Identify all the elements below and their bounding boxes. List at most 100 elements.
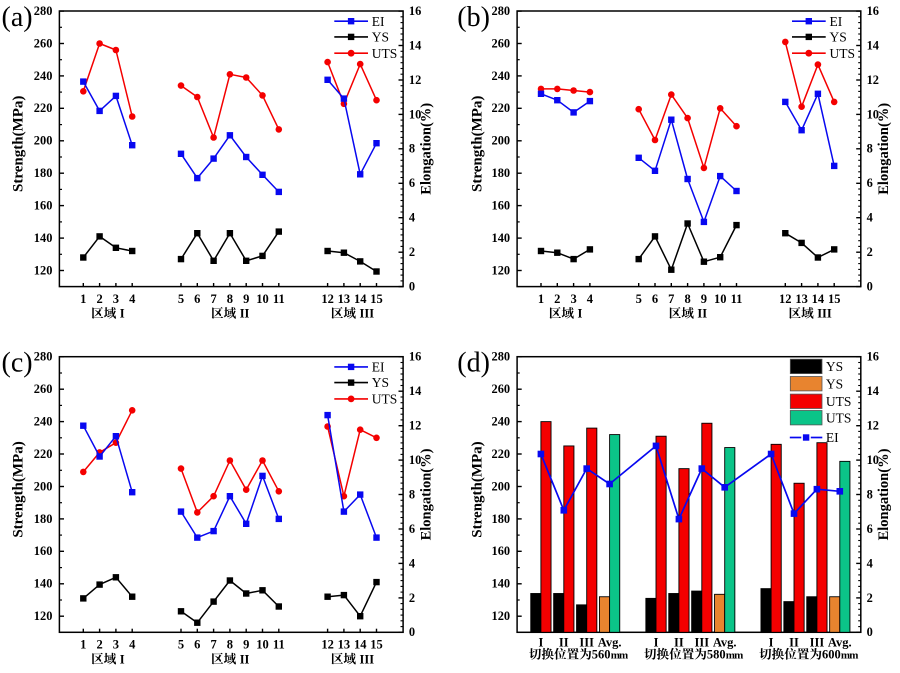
svg-text:Avg.: Avg. [713,636,737,650]
svg-text:4: 4 [867,211,873,225]
svg-text:160: 160 [34,544,53,558]
svg-text:I: I [120,652,125,666]
svg-text:4: 4 [867,556,873,570]
svg-text:560: 560 [592,648,611,662]
svg-text:10: 10 [409,453,421,467]
svg-text:12: 12 [867,419,879,433]
svg-text:14: 14 [812,292,825,306]
svg-text:15: 15 [370,638,383,652]
svg-text:580: 580 [707,648,726,662]
svg-text:120: 120 [492,263,511,277]
svg-text:15: 15 [370,292,383,306]
svg-text:UTS: UTS [372,46,398,61]
svg-text:Elongation(%): Elongation(%) [419,103,435,195]
svg-text:240: 240 [34,69,53,83]
svg-text:0: 0 [409,625,415,639]
svg-text:1: 1 [80,292,86,306]
svg-text:EI: EI [372,14,385,29]
svg-text:6: 6 [409,522,415,536]
svg-text:200: 200 [492,134,511,148]
svg-text:220: 220 [34,101,53,115]
svg-text:6: 6 [652,292,658,306]
svg-text:8: 8 [227,292,233,306]
svg-text:III: III [360,307,375,321]
svg-text:3: 3 [113,292,119,306]
svg-text:I: I [769,636,774,650]
svg-text:200: 200 [34,479,53,493]
svg-text:14: 14 [867,38,879,52]
svg-text:11: 11 [273,292,285,306]
svg-text:13: 13 [795,292,808,306]
svg-text:4: 4 [129,638,136,652]
svg-text:280: 280 [34,350,53,364]
svg-text:II: II [789,636,799,650]
svg-text:180: 180 [34,166,53,180]
svg-text:10: 10 [714,292,727,306]
svg-text:11: 11 [731,292,743,306]
svg-text:Elongation(%): Elongation(%) [419,448,435,540]
svg-text:180: 180 [492,166,511,180]
svg-text:120: 120 [492,609,511,623]
svg-text:14: 14 [867,384,879,398]
svg-text:260: 260 [34,382,53,396]
svg-text:III: III [695,636,710,650]
svg-text:UTS: UTS [830,46,856,61]
svg-text:4: 4 [587,292,594,306]
svg-text:16: 16 [409,350,421,364]
svg-text:14: 14 [354,292,367,306]
svg-text:2: 2 [554,292,560,306]
svg-text:4: 4 [129,292,136,306]
svg-text:6: 6 [867,176,873,190]
svg-text:UTS: UTS [826,410,852,425]
svg-text:6: 6 [194,638,200,652]
svg-text:280: 280 [492,350,511,364]
svg-text:120: 120 [34,263,53,277]
svg-text:280: 280 [492,4,511,18]
svg-text:140: 140 [34,577,53,591]
svg-text:II: II [674,636,684,650]
svg-text:(d): (d) [457,348,490,379]
svg-text:mm: mm [841,650,858,662]
svg-text:10: 10 [867,453,879,467]
svg-text:EI: EI [372,360,385,375]
svg-text:2: 2 [96,292,102,306]
svg-text:8: 8 [409,487,415,501]
svg-text:10: 10 [256,638,269,652]
svg-text:240: 240 [492,415,511,429]
svg-text:III: III [810,636,825,650]
svg-text:260: 260 [492,382,511,396]
svg-text:180: 180 [34,512,53,526]
svg-text:(a): (a) [2,2,33,33]
svg-text:II: II [559,636,569,650]
svg-text:14: 14 [354,638,367,652]
svg-text:UTS: UTS [372,392,398,407]
svg-text:II: II [240,307,250,321]
svg-text:0: 0 [867,625,873,639]
svg-text:II: II [697,307,707,321]
svg-text:0: 0 [409,280,415,294]
svg-text:200: 200 [492,479,511,493]
svg-text:260: 260 [34,36,53,50]
svg-text:9: 9 [701,292,707,306]
svg-text:2: 2 [867,591,873,605]
svg-text:Elongation(%): Elongation(%) [876,103,892,195]
svg-text:0: 0 [867,280,873,294]
svg-text:16: 16 [867,4,879,18]
svg-text:12: 12 [321,638,334,652]
svg-text:III: III [817,307,832,321]
svg-text:140: 140 [34,231,53,245]
svg-text:5: 5 [178,292,184,306]
svg-text:120: 120 [34,609,53,623]
svg-text:600: 600 [822,648,841,662]
svg-text:III: III [360,652,375,666]
svg-text:2: 2 [409,245,415,259]
svg-text:4: 4 [409,211,415,225]
svg-text:2: 2 [96,638,102,652]
svg-text:I: I [538,636,543,650]
svg-text:200: 200 [34,134,53,148]
svg-text:14: 14 [409,38,421,52]
svg-text:140: 140 [492,231,511,245]
svg-text:EI: EI [826,430,839,445]
svg-text:I: I [578,307,583,321]
svg-text:Strength(MPa): Strength(MPa) [10,441,26,537]
